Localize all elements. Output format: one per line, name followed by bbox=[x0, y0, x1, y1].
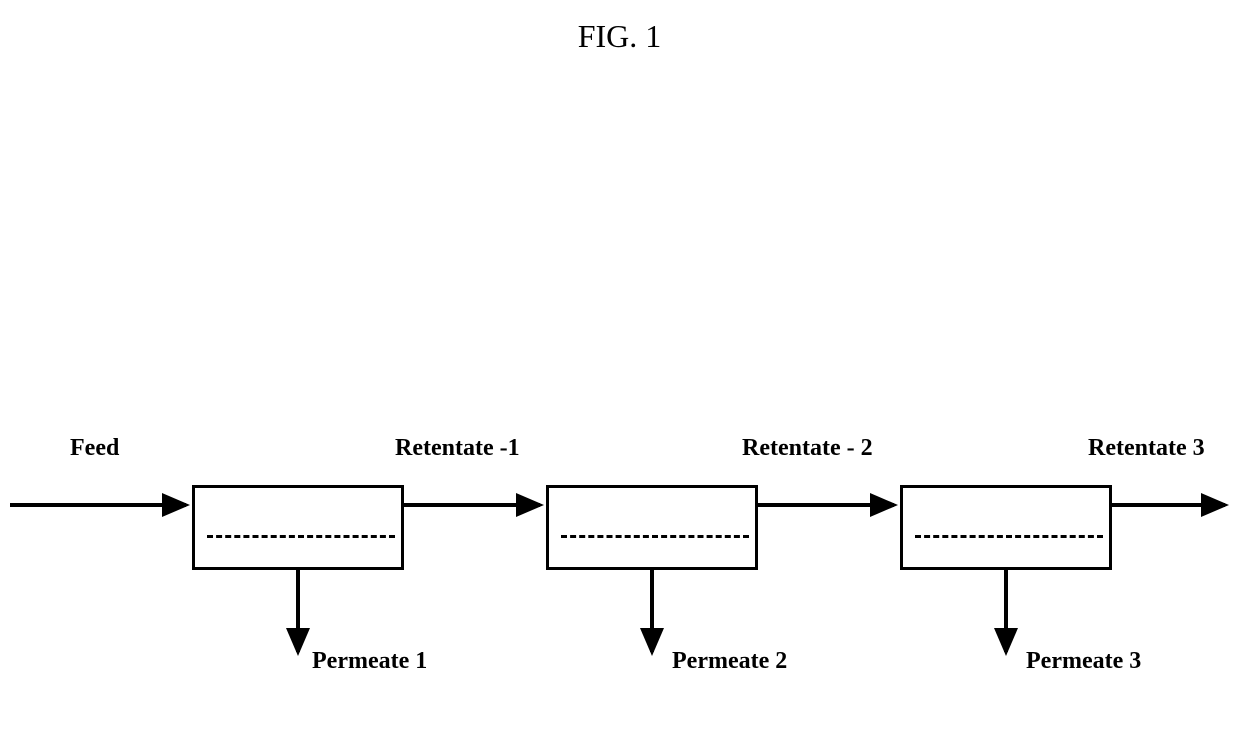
feed-label: Feed bbox=[70, 435, 119, 462]
permeate2-label: Permeate 2 bbox=[672, 648, 787, 675]
flow-diagram: Feed Retentate -1 Retentate - 2 Retentat… bbox=[0, 430, 1239, 710]
permeate3-label: Permeate 3 bbox=[1026, 648, 1141, 675]
retentate3-label: Retentate 3 bbox=[1088, 435, 1205, 462]
retentate1-label: Retentate -1 bbox=[395, 435, 520, 462]
retentate2-label: Retentate - 2 bbox=[742, 435, 873, 462]
permeate1-label: Permeate 1 bbox=[312, 648, 427, 675]
figure-title: FIG. 1 bbox=[0, 18, 1239, 55]
